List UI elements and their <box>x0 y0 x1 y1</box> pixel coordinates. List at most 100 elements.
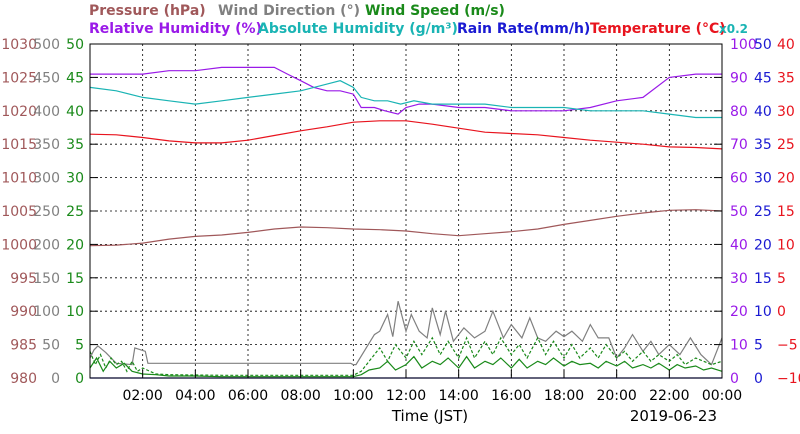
y-tick-label-temperature: 30 <box>777 104 795 120</box>
y-tick-label-wind-direction: 450 <box>33 70 60 86</box>
y-tick-label-pressure: 1020 <box>1 104 37 120</box>
y-tick-label-temperature: 40 <box>777 37 795 53</box>
series-temperature-c <box>89 120 723 150</box>
y-tick-label-humidity: 40 <box>730 237 748 253</box>
series-wind-speed-gust-m-s <box>89 336 723 376</box>
y-tick-label-pressure: 1015 <box>1 137 37 153</box>
x-tick-label: 00:00 <box>702 388 742 404</box>
y-tick-label-rain-rate: 45 <box>754 70 772 86</box>
y-tick-label-temperature: −10 <box>777 371 800 387</box>
y-tick-label-pressure: 985 <box>10 338 37 354</box>
x-tick-label: 18:00 <box>544 388 584 404</box>
y-tick-label-wind-direction: 150 <box>33 271 60 287</box>
y-tick-label-wind-speed: 15 <box>66 271 84 287</box>
series-layer <box>89 66 723 379</box>
legend-entry: Absolute Humidity (g/m³) <box>258 21 458 37</box>
y-tick-label-rain-rate: 35 <box>754 137 772 153</box>
y-tick-label-wind-direction: 0 <box>51 371 60 387</box>
y-tick-label-wind-speed: 5 <box>75 338 84 354</box>
y-tick-label-humidity: 0 <box>730 371 739 387</box>
y-tick-label-pressure: 995 <box>10 271 37 287</box>
y-tick-label-wind-speed: 20 <box>66 237 84 253</box>
y-tick-label-temperature: 15 <box>777 204 795 220</box>
series-absolute-humidity-g-m <box>89 80 722 119</box>
y-tick-label-temperature: 5 <box>777 271 786 287</box>
series-wind-speed-m-s <box>89 355 723 378</box>
y-tick-label-wind-speed: 10 <box>66 304 84 320</box>
y-tick-label-wind-direction: 500 <box>33 37 60 53</box>
legend: Pressure (hPa) Wind Direction (°) Wind Spe… <box>89 3 748 37</box>
x-tick-label: 10:00 <box>333 388 373 404</box>
x-tick-label: 12:00 <box>386 388 426 404</box>
x-tick-label: 08:00 <box>280 388 320 404</box>
y-tick-label-pressure: 980 <box>10 371 37 387</box>
y-tick-label-rain-rate: 10 <box>754 304 772 320</box>
legend-entry: Pressure (hPa) <box>89 3 206 19</box>
y-tick-label-wind-speed: 0 <box>75 371 84 387</box>
y-tick-label-humidity: 70 <box>730 137 748 153</box>
y-tick-label-pressure: 1000 <box>1 237 37 253</box>
y-tick-label-rain-rate: 15 <box>754 271 772 287</box>
y-tick-label-wind-direction: 350 <box>33 137 60 153</box>
y-tick-label-wind-direction: 50 <box>42 338 60 354</box>
y-tick-label-temperature: −5 <box>777 338 798 354</box>
series-pressure-hpa <box>89 209 723 247</box>
y-tick-label-pressure: 1005 <box>1 204 37 220</box>
y-tick-label-temperature: 10 <box>777 237 795 253</box>
y-tick-label-rain-rate: 40 <box>754 104 772 120</box>
y-tick-label-wind-direction: 100 <box>33 304 60 320</box>
y-tick-label-pressure: 990 <box>10 304 37 320</box>
legend-entry: Wind Speed (m/s) <box>365 3 505 19</box>
x-tick-label: 16:00 <box>491 388 531 404</box>
y-tick-label-temperature: 20 <box>777 171 795 187</box>
y-tick-label-pressure: 1025 <box>1 70 37 86</box>
y-tick-label-humidity: 10 <box>730 338 748 354</box>
series-wind-direction <box>89 301 723 366</box>
y-tick-label-temperature: 25 <box>777 137 795 153</box>
y-tick-label-rain-rate: 50 <box>754 37 772 53</box>
legend-entry: Temperature (°C) <box>590 21 726 37</box>
x-axis-title: Time (JST) <box>391 407 468 425</box>
y-tick-label-humidity: 50 <box>730 204 748 220</box>
y-tick-label-rain-rate: 20 <box>754 237 772 253</box>
chart-date: 2019-06-23 <box>630 407 717 425</box>
x-tick-label: 20:00 <box>596 388 636 404</box>
y-tick-label-humidity: 30 <box>730 271 748 287</box>
y-tick-label-wind-speed: 30 <box>66 171 84 187</box>
x-tick-label: 14:00 <box>438 388 478 404</box>
y-tick-label-humidity: 80 <box>730 104 748 120</box>
y-tick-label-wind-speed: 50 <box>66 37 84 53</box>
x-tick-label: 02:00 <box>122 388 162 404</box>
y-tick-label-rain-rate: 30 <box>754 171 772 187</box>
y-tick-label-temperature: 0 <box>777 304 786 320</box>
x-tick-label: 04:00 <box>175 388 215 404</box>
y-tick-label-rain-rate: 5 <box>754 338 763 354</box>
y-tick-label-wind-speed: 45 <box>66 70 84 86</box>
y-tick-label-pressure: 1030 <box>1 37 37 53</box>
x-tick-label: 22:00 <box>649 388 689 404</box>
y-tick-label-wind-speed: 25 <box>66 204 84 220</box>
y-tick-label-wind-speed: 40 <box>66 104 84 120</box>
x-axis: 02:00 04:00 06:00 08:00 10:00 12:00 14:00 16:00… <box>122 370 742 425</box>
legend-entry: Wind Direction (°) <box>218 3 360 19</box>
y-tick-label-rain-rate: 0 <box>754 371 763 387</box>
y-tick-label-humidity: 90 <box>730 70 748 86</box>
y-tick-label-wind-speed: 35 <box>66 137 84 153</box>
legend-entry: Rain Rate(mm/h) <box>457 21 590 37</box>
y-tick-label-humidity: 20 <box>730 304 748 320</box>
y-tick-label-wind-direction: 400 <box>33 104 60 120</box>
y-tick-label-rain-rate: 25 <box>754 204 772 220</box>
y-tick-label-wind-direction: 300 <box>33 171 60 187</box>
y-tick-label-humidity: 60 <box>730 171 748 187</box>
y-tick-label-pressure: 1010 <box>1 171 37 187</box>
legend-entry: x0.2 <box>719 22 748 36</box>
y-axes: 9809859909951000100510101015102010251030… <box>1 37 800 387</box>
legend-entry: Relative Humidity (%) <box>89 21 262 37</box>
y-tick-label-humidity: 100 <box>730 37 757 53</box>
y-tick-label-temperature: 35 <box>777 70 795 86</box>
y-tick-label-wind-direction: 200 <box>33 237 60 253</box>
x-tick-label: 06:00 <box>228 388 268 404</box>
y-tick-label-wind-direction: 250 <box>33 204 60 220</box>
grid-lines <box>90 44 722 378</box>
